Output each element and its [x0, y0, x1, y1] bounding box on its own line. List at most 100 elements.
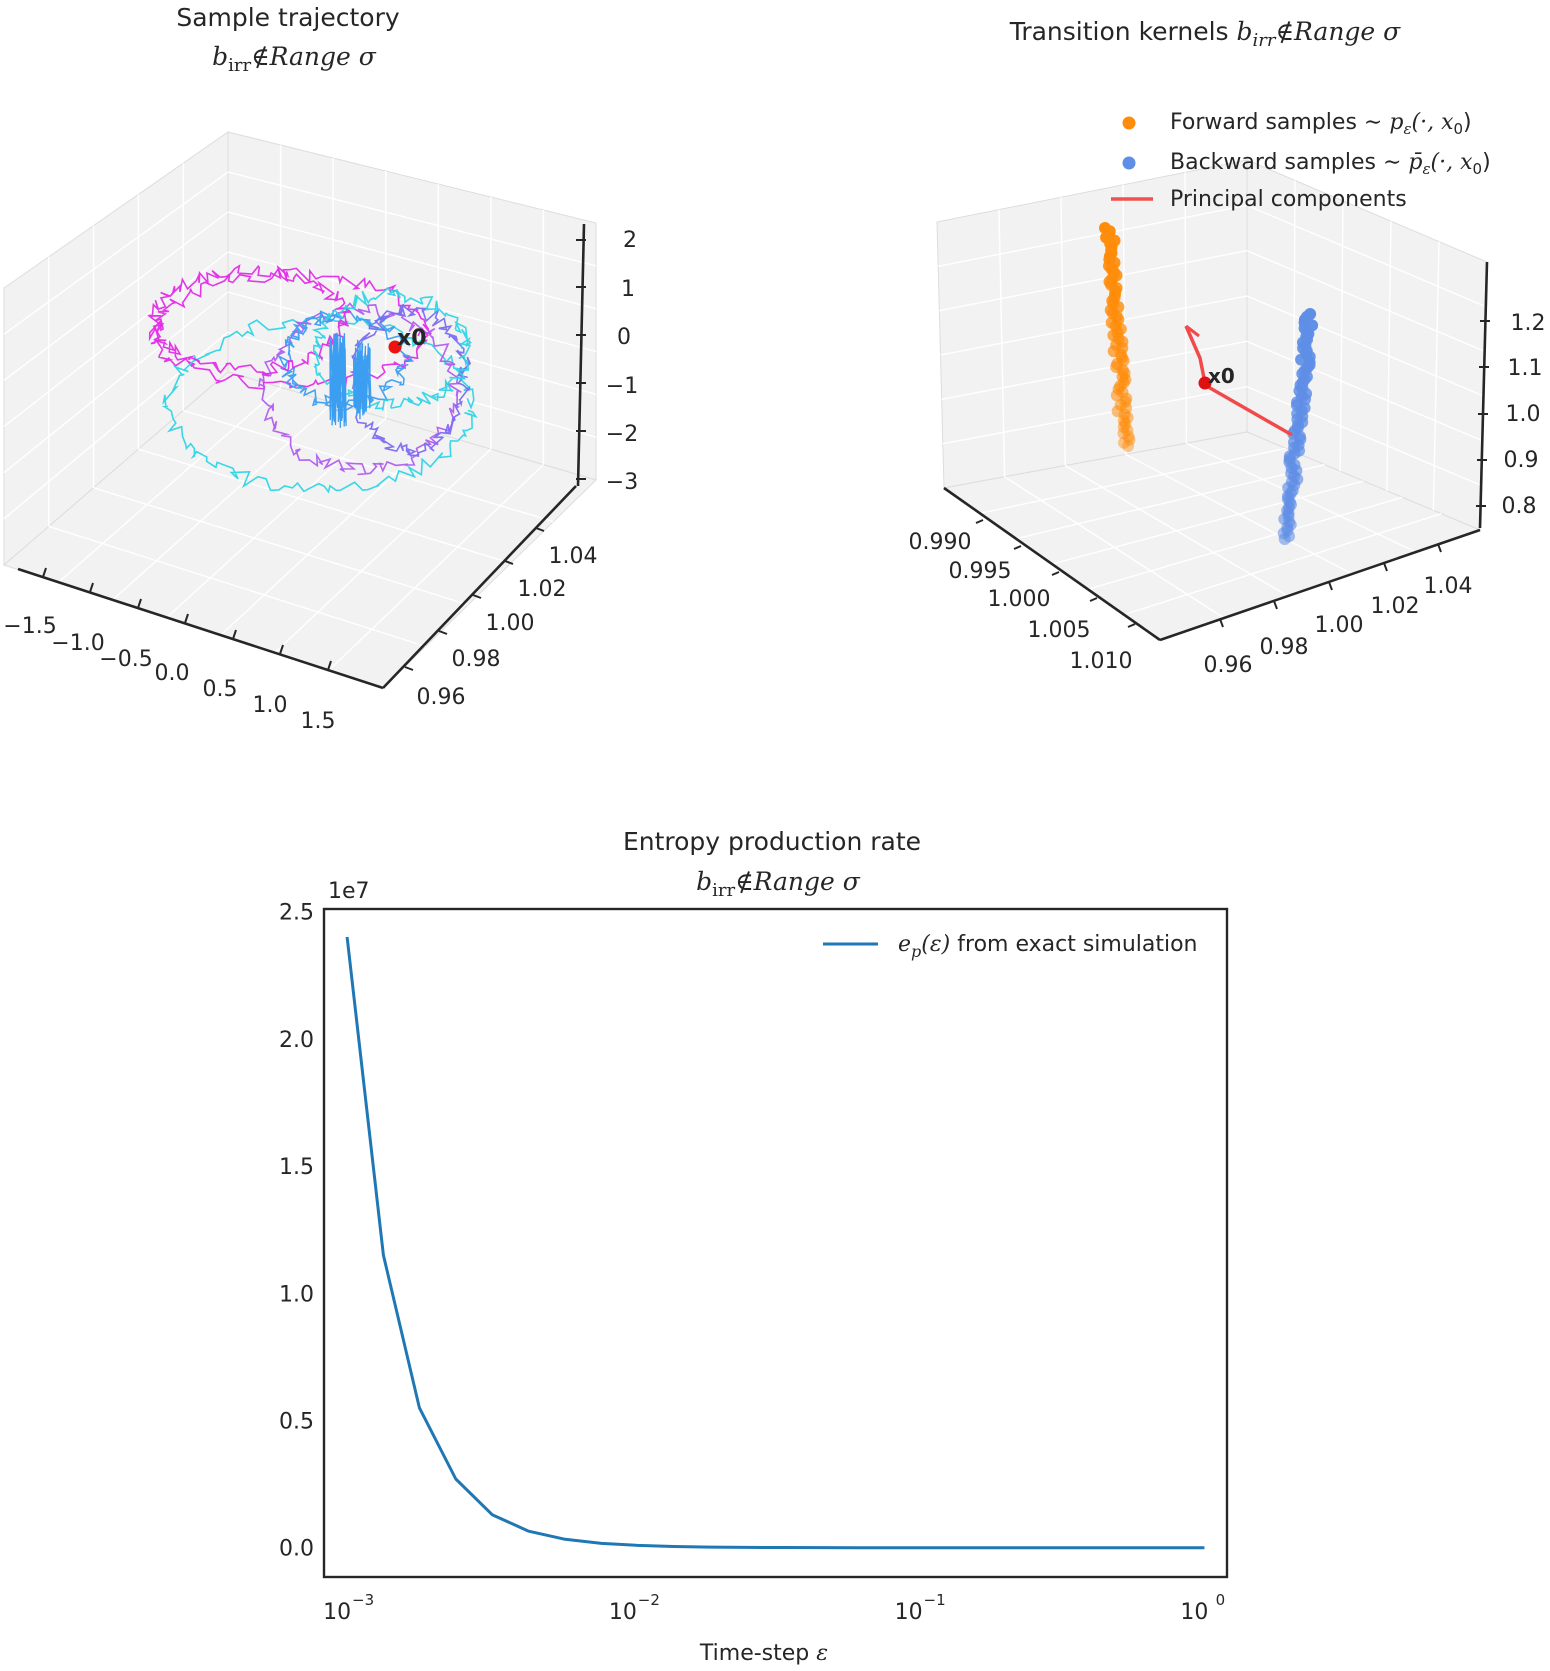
- plot-frame: [322, 907, 1229, 1579]
- grid-line: [227, 211, 597, 310]
- principal-component-3: [1185, 324, 1200, 338]
- y-offset-label: 1e7: [328, 879, 370, 904]
- grid-line: [111, 402, 334, 601]
- trajectory-z-tick: −2: [606, 422, 638, 447]
- grid-line: [1246, 386, 1482, 486]
- trajectory-z-tick: −3: [606, 470, 638, 495]
- backward-sample: [1278, 533, 1291, 545]
- trajectory-x-tick: 0.5: [203, 677, 238, 702]
- trajectory-path: [147, 264, 352, 377]
- x-tick-label: 10: [323, 1600, 351, 1625]
- kernels-z-axis: [1478, 261, 1489, 529]
- sample-trajectory-panel: Sample trajectory birr∉Range σ x0 −1.5 −…: [3, 3, 638, 734]
- grid-line: [938, 204, 1248, 268]
- y-tick-label: 2.0: [279, 1028, 314, 1053]
- y-tick-labels: 0.0 0.5 1.0 1.5 2.0 2.5: [279, 901, 314, 1562]
- series-lines: [345, 936, 1205, 1550]
- forward-sample: [1122, 430, 1135, 443]
- x-tick-exponent: −3: [352, 1591, 374, 1609]
- x0-marker: [388, 340, 402, 354]
- y-tick-label: 0.5: [279, 1409, 314, 1434]
- kernels-x-tick: 0.995: [949, 559, 1012, 584]
- trajectory-title: Sample trajectory: [176, 3, 400, 32]
- trajectory-y-tick: 1.04: [549, 544, 598, 569]
- entropy-title: Entropy production rate: [623, 827, 921, 856]
- forward-sample: [1117, 427, 1130, 440]
- legend-forward-label: Forward samples ∼ pε(·, x0): [1170, 110, 1472, 138]
- grid-line: [1246, 204, 1487, 308]
- kernels-x0-label: x0: [1208, 364, 1235, 388]
- trajectory-x-ticks: −1.5 −1.0 −0.5 0.0 0.5 1.0 1.5: [3, 567, 336, 734]
- trajectory-y-tick: 0.96: [417, 685, 466, 710]
- kernels-y-tick: 1.00: [1315, 613, 1364, 638]
- legend-backward-label: Backward samples ∼ p̄ε(·, x0): [1170, 150, 1491, 178]
- x-tick-exponent: −2: [638, 1591, 660, 1609]
- kernels-y-tick: 0.96: [1204, 653, 1253, 678]
- trajectory-x-tick: −1.0: [51, 631, 104, 656]
- kernels-x-tick: 1.005: [1028, 618, 1091, 643]
- grid-line: [1015, 463, 1325, 540]
- trajectory-x-axis: [17, 567, 384, 690]
- legend-series-label: ep(ε) from exact simulation: [898, 932, 1198, 961]
- trajectory-z-tick: 1: [621, 277, 635, 302]
- trajectory-y-tick: 0.98: [452, 647, 501, 672]
- y-tick-label: 0.0: [279, 1537, 314, 1562]
- forward-sample: [1123, 433, 1136, 446]
- y-tick-label: 1.0: [279, 1282, 314, 1307]
- trajectory-x-tick: 1.5: [301, 709, 336, 734]
- grid-line: [939, 249, 1248, 312]
- forward-sample: [1118, 436, 1130, 449]
- kernels-z-tick: 1.1: [1508, 356, 1543, 381]
- trajectory-path: [258, 302, 462, 476]
- grid-line: [48, 525, 426, 648]
- kernels-x-tick: 1.010: [1070, 649, 1133, 674]
- trajectory-z-tick: 0: [617, 325, 631, 350]
- y-tick-label: 2.5: [279, 901, 314, 926]
- x-tick-exponent: 0: [1216, 1591, 1226, 1609]
- x-tick-exponent: −1: [924, 1591, 946, 1609]
- kernels-title: Transition kernels birr∉Range σ: [1009, 17, 1401, 51]
- grid-line: [227, 171, 597, 267]
- forward-sample: [1110, 389, 1123, 402]
- trajectory-x-tick: −0.5: [99, 647, 152, 672]
- trajectory-z-ticks: 2 1 0 −1 −2 −3: [576, 228, 638, 495]
- grid-line: [3, 251, 229, 428]
- kernels-y-tick: 1.02: [1371, 594, 1420, 619]
- x-tick-labels: 10 −3 10 −2 10 −1 10 0: [323, 1591, 1225, 1625]
- kernels-y-tick: 0.98: [1260, 635, 1309, 660]
- grid-line: [940, 295, 1248, 356]
- trajectory-y-tick: 1.00: [486, 611, 535, 636]
- backward-samples: [1277, 308, 1319, 545]
- trajectory-y-ticks: 0.96 0.98 1.00 1.02 1.04: [404, 527, 598, 710]
- grid-line: [1246, 250, 1485, 352]
- kernels-z-tick: 1.0: [1506, 402, 1541, 427]
- grid-line: [3, 291, 229, 474]
- kernels-x-axis: [943, 486, 1161, 642]
- entropy-production-panel: Entropy production rate birr∉Range σ 1e7…: [279, 827, 1229, 1666]
- trajectory-y-tick: 1.02: [518, 577, 567, 602]
- legend-backward-marker: [1122, 156, 1136, 170]
- kernels-y-tick: 1.04: [1424, 574, 1473, 599]
- kernels-legend: Forward samples ∼ pε(·, x0) Backward sam…: [1111, 110, 1491, 212]
- kernels-x-tick: 1.000: [988, 587, 1051, 612]
- grid-line: [1246, 340, 1483, 442]
- trajectory-path: [352, 339, 372, 420]
- kernels-z-ticks: 1.2 1.1 1.0 0.9 0.8: [1476, 311, 1546, 519]
- principal-component-2: [1184, 325, 1207, 384]
- grid-line: [182, 409, 554, 523]
- x-tick-label: 10: [895, 1600, 923, 1625]
- trajectory-path: [311, 287, 472, 411]
- trajectory-subtitle: birr∉Range σ: [212, 42, 377, 76]
- grid-line: [1087, 496, 1403, 591]
- kernels-x-tick: 0.990: [909, 530, 972, 555]
- series-line: [345, 936, 1205, 1550]
- grid-line: [942, 385, 1248, 445]
- grid-line: [1123, 512, 1442, 616]
- forward-sample: [1121, 424, 1134, 437]
- kernels-z-tick: 0.9: [1504, 448, 1539, 473]
- trajectory-y-axis: [382, 485, 577, 689]
- entropy-subtitle: birr∉Range σ: [696, 867, 861, 901]
- forward-sample: [1122, 440, 1135, 452]
